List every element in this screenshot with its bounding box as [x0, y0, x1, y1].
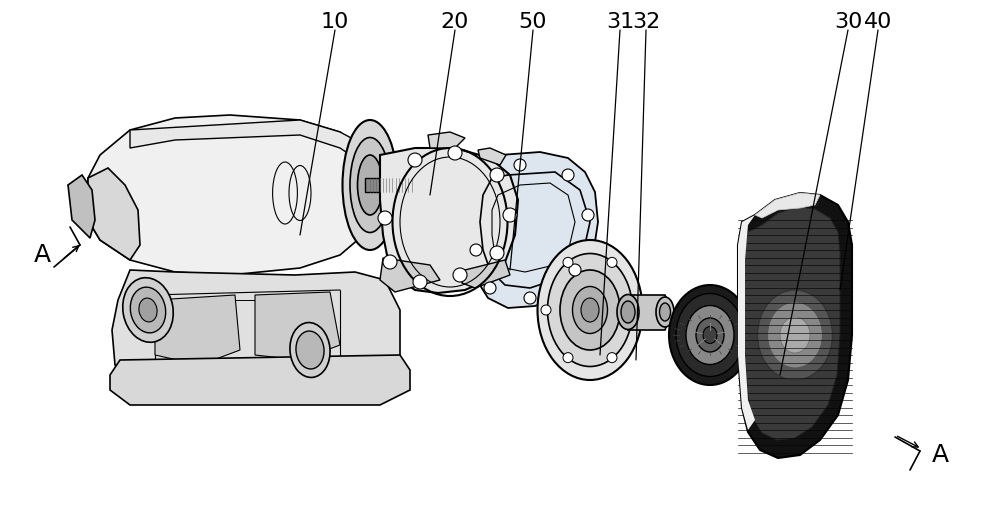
Circle shape [490, 168, 504, 182]
Polygon shape [380, 258, 440, 292]
Ellipse shape [342, 120, 398, 250]
Polygon shape [428, 132, 465, 148]
Polygon shape [738, 193, 852, 458]
Polygon shape [478, 148, 506, 165]
Polygon shape [112, 270, 400, 395]
Ellipse shape [139, 298, 157, 322]
Ellipse shape [656, 297, 674, 327]
Polygon shape [380, 148, 518, 293]
Polygon shape [744, 207, 840, 440]
Circle shape [541, 305, 551, 315]
Polygon shape [470, 152, 598, 308]
Ellipse shape [768, 302, 822, 368]
Ellipse shape [358, 155, 382, 215]
Text: A: A [33, 243, 51, 267]
Polygon shape [155, 295, 240, 365]
Circle shape [582, 209, 594, 221]
Ellipse shape [123, 278, 173, 342]
Text: 31: 31 [606, 12, 634, 32]
Ellipse shape [538, 240, 642, 380]
Text: A: A [931, 443, 949, 467]
Circle shape [453, 268, 467, 282]
Text: 30: 30 [834, 12, 862, 32]
Polygon shape [68, 175, 95, 238]
Ellipse shape [296, 331, 324, 369]
Ellipse shape [676, 293, 744, 377]
Circle shape [629, 305, 639, 315]
Polygon shape [365, 178, 415, 192]
Ellipse shape [548, 254, 633, 367]
Ellipse shape [130, 287, 166, 333]
Ellipse shape [758, 290, 832, 380]
Polygon shape [590, 305, 668, 320]
Ellipse shape [780, 317, 810, 353]
Circle shape [607, 352, 617, 363]
Circle shape [562, 169, 574, 181]
Circle shape [383, 255, 397, 269]
Ellipse shape [660, 303, 670, 321]
Text: 32: 32 [632, 12, 660, 32]
Polygon shape [88, 168, 140, 260]
Ellipse shape [617, 294, 639, 329]
Polygon shape [130, 120, 390, 175]
Polygon shape [738, 215, 755, 430]
Circle shape [413, 275, 427, 289]
Ellipse shape [621, 301, 635, 323]
Polygon shape [462, 260, 510, 288]
Ellipse shape [560, 270, 620, 350]
Ellipse shape [581, 298, 599, 322]
Circle shape [484, 282, 496, 294]
Circle shape [448, 146, 462, 160]
Text: 50: 50 [519, 12, 547, 32]
Polygon shape [88, 115, 370, 275]
Text: 20: 20 [441, 12, 469, 32]
Circle shape [569, 264, 581, 276]
Circle shape [514, 159, 526, 171]
Ellipse shape [696, 318, 724, 352]
Polygon shape [755, 193, 820, 218]
Polygon shape [628, 295, 668, 330]
Polygon shape [255, 292, 340, 360]
Ellipse shape [572, 286, 608, 333]
Circle shape [378, 211, 392, 225]
Circle shape [563, 258, 573, 267]
Circle shape [503, 208, 517, 222]
Circle shape [607, 258, 617, 267]
Circle shape [470, 244, 482, 256]
Ellipse shape [686, 306, 734, 365]
Text: 10: 10 [321, 12, 349, 32]
Circle shape [524, 292, 536, 304]
Ellipse shape [703, 327, 717, 343]
Ellipse shape [350, 137, 390, 232]
Text: 40: 40 [864, 12, 892, 32]
Circle shape [563, 352, 573, 363]
Ellipse shape [669, 285, 751, 385]
Polygon shape [110, 355, 410, 405]
Circle shape [408, 153, 422, 167]
Ellipse shape [290, 323, 330, 377]
Circle shape [490, 246, 504, 260]
